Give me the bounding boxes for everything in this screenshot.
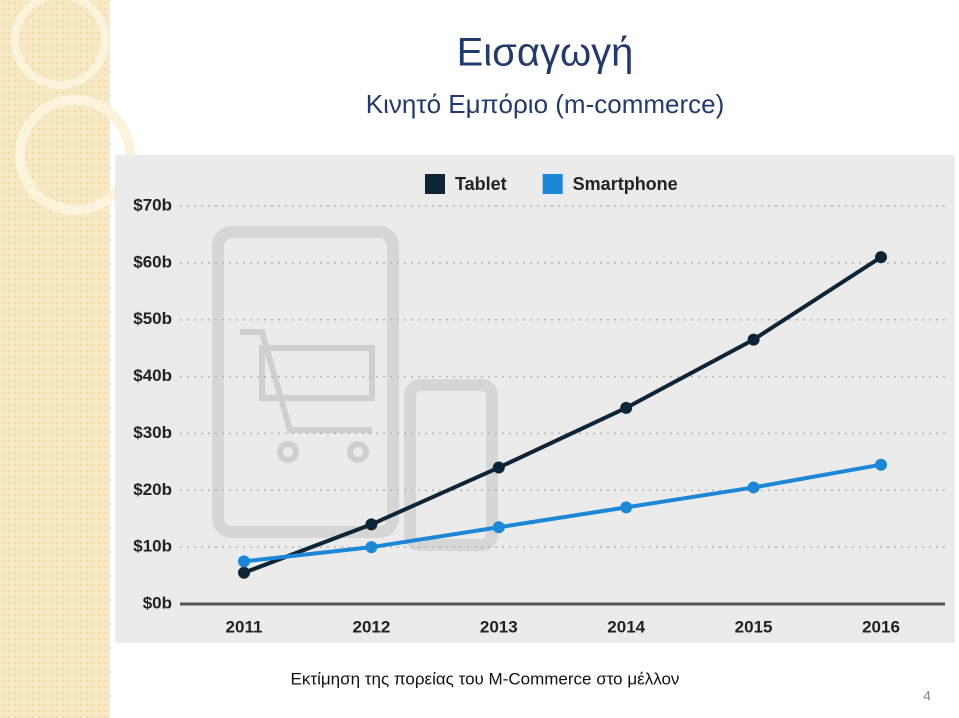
point xyxy=(492,521,505,534)
point xyxy=(365,518,378,531)
x-tick-label: 2012 xyxy=(352,617,390,636)
legend-label: Smartphone xyxy=(573,174,678,194)
series-line xyxy=(243,255,883,575)
x-tick-label: 2011 xyxy=(226,617,263,636)
y-tick-label: $70b xyxy=(133,195,172,214)
decor-ring xyxy=(11,0,109,89)
point xyxy=(875,251,887,264)
point xyxy=(238,555,250,568)
device-illustration xyxy=(212,226,498,551)
caption: Εκτίμηση της πορείας του M-Commerce στο … xyxy=(291,669,680,688)
side-strip xyxy=(0,0,110,718)
x-tick-label: 2013 xyxy=(480,617,518,636)
y-tick-label: $30b xyxy=(133,423,172,442)
y-tick-label: $50b xyxy=(133,309,172,328)
point xyxy=(620,501,633,514)
point xyxy=(365,541,378,554)
legend-swatch xyxy=(542,174,563,194)
y-tick-label: $0b xyxy=(143,593,172,612)
point xyxy=(492,461,505,474)
x-tick-label: 2015 xyxy=(735,617,773,636)
y-tick-label: $20b xyxy=(133,480,172,499)
point xyxy=(747,333,760,346)
y-tick-label: $10b xyxy=(133,537,172,556)
title: Εισαγωγή xyxy=(457,31,634,75)
page-number: 4 xyxy=(923,688,931,704)
legend-swatch xyxy=(425,174,445,194)
subtitle: Κινητό Εμπόριο (m-commerce) xyxy=(366,89,725,119)
point xyxy=(238,566,250,579)
y-tick-label: $40b xyxy=(133,366,172,385)
cart-illustration xyxy=(240,329,375,463)
x-tick-label: 2016 xyxy=(862,617,900,636)
y-tick-label: $60b xyxy=(133,252,172,271)
point xyxy=(620,401,633,414)
point xyxy=(747,481,760,494)
x-tick-label: 2014 xyxy=(607,617,645,636)
point xyxy=(875,458,887,471)
series-line xyxy=(243,462,882,564)
legend-label: Tablet xyxy=(455,174,507,194)
